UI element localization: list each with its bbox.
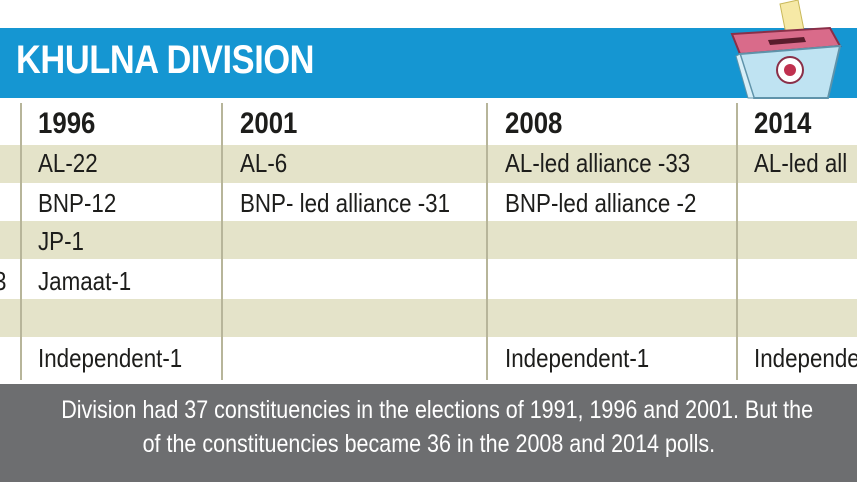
table-row [0,145,857,183]
column-divider [736,103,738,380]
cell-2014: Independenc [754,343,857,373]
year-header-2001: 2001 [240,107,298,140]
cell-2008: Independent-1 [505,343,650,373]
column-divider [20,103,22,380]
cell-2001: BNP- led alliance -31 [240,188,451,218]
table-row [0,259,857,297]
cut-off-cell: 3 [0,266,6,297]
cell-1996: JP-1 [38,226,84,256]
table-row [0,183,857,221]
footnote-text-2: of the constituencies became 36 in the 2… [142,430,715,458]
division-banner: KHULNA DIVISION [0,28,857,98]
cell-1996: BNP-12 [38,188,117,218]
year-header-1996: 1996 [38,107,96,140]
cell-1996: AL-22 [38,148,98,178]
table-row [0,340,857,378]
ballot-box-icon [730,0,842,99]
table-row [0,299,857,337]
column-divider [221,103,223,380]
year-header-2008: 2008 [505,107,563,140]
cell-1996: Jamaat-1 [38,266,132,296]
cell-2008: BNP-led alliance -2 [505,188,697,218]
header-row [0,103,857,141]
footnote-box: Division had 37 constituencies in the el… [0,384,857,482]
footnote-line-1: Division had 37 constituencies in the el… [0,396,857,425]
table-row [0,221,857,259]
results-table [0,103,857,380]
footnote-line-2: of the constituencies became 36 in the 2… [0,430,857,459]
column-divider [486,103,488,380]
cell-1996: Independent-1 [38,343,183,373]
year-header-2014: 2014 [754,107,812,140]
cell-2001: AL-6 [240,148,288,178]
cell-2014: AL-led all [754,148,848,178]
cell-2008: AL-led alliance -33 [505,148,691,178]
division-title: KHULNA DIVISION [16,38,315,82]
footnote-text-1: Division had 37 constituencies in the el… [61,396,814,424]
